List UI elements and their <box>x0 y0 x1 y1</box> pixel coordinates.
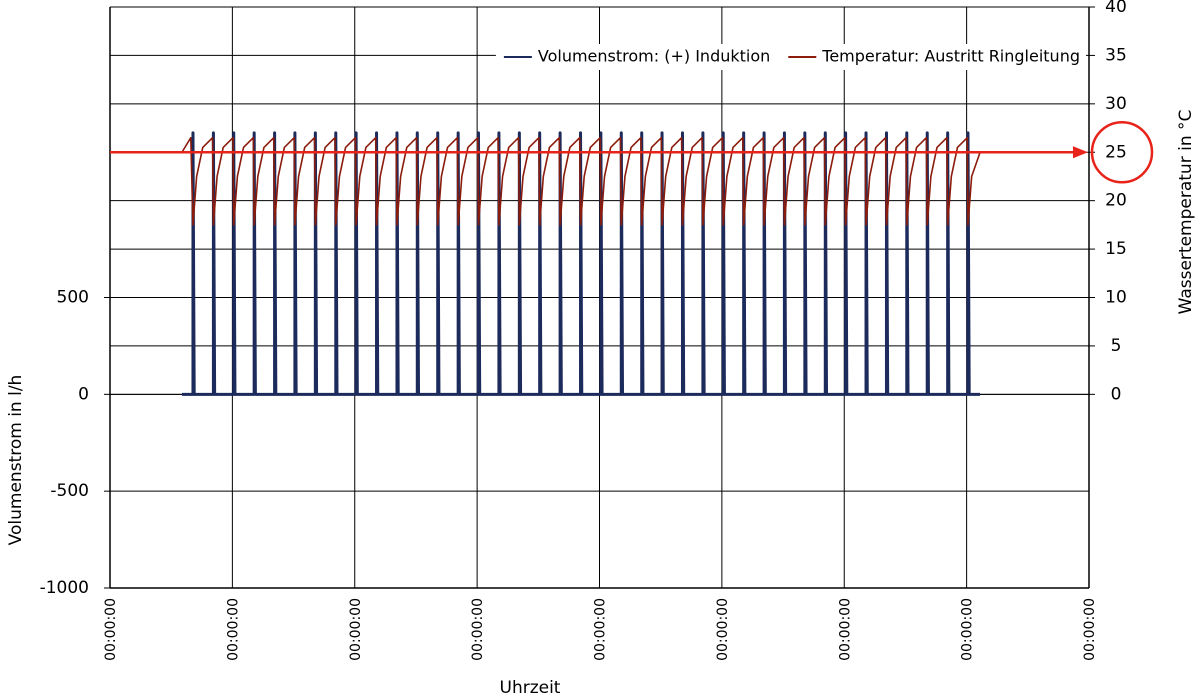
x-tick-label: 00:00:00 <box>103 598 119 661</box>
reference-arrow-head <box>1073 146 1088 159</box>
y2-tick-label: 40 <box>1105 0 1127 17</box>
series-line <box>181 136 981 226</box>
y2-tick-label: 0 <box>1111 384 1122 404</box>
y2-tick-label: 25 <box>1105 142 1127 162</box>
legend-label: Temperatur: Austritt Ringleitung <box>821 47 1080 66</box>
y2-tick-label: 30 <box>1105 94 1127 114</box>
legend-label: Volumenstrom: (+) Induktion <box>538 47 770 66</box>
y-tick-label: -500 <box>50 481 89 501</box>
x-tick-label: 00:00:00 <box>593 598 609 661</box>
x-tick-label: 00:00:00 <box>960 598 976 661</box>
y2-tick-label: 15 <box>1105 239 1127 259</box>
x-tick-label: 00:00:00 <box>225 598 241 661</box>
y2-tick-label: 5 <box>1111 336 1122 356</box>
y-tick-label: 500 <box>57 288 89 308</box>
y-axis-label: Volumenstrom in l/h <box>6 375 26 546</box>
y-tick-label: 0 <box>78 384 89 404</box>
x-axis-label: Uhrzeit <box>500 678 561 698</box>
x-tick-label: 00:00:00 <box>715 598 731 661</box>
x-tick-label: 00:00:00 <box>348 598 364 661</box>
x-tick-label: 00:00:00 <box>837 598 853 661</box>
x-tick-label: 00:00:00 <box>470 598 486 661</box>
y2-axis-label: Wassertemperatur in °C <box>1176 110 1196 315</box>
reference-circle <box>1090 121 1154 184</box>
y2-tick-label: 10 <box>1105 288 1127 308</box>
y2-tick-label: 35 <box>1105 45 1127 65</box>
y-tick-label: -1000 <box>40 578 89 598</box>
legend: Volumenstrom: (+) Induktion Temperatur: A… <box>495 44 1086 70</box>
x-tick-label: 00:00:00 <box>1082 598 1098 661</box>
y2-tick-label: 20 <box>1105 191 1127 211</box>
